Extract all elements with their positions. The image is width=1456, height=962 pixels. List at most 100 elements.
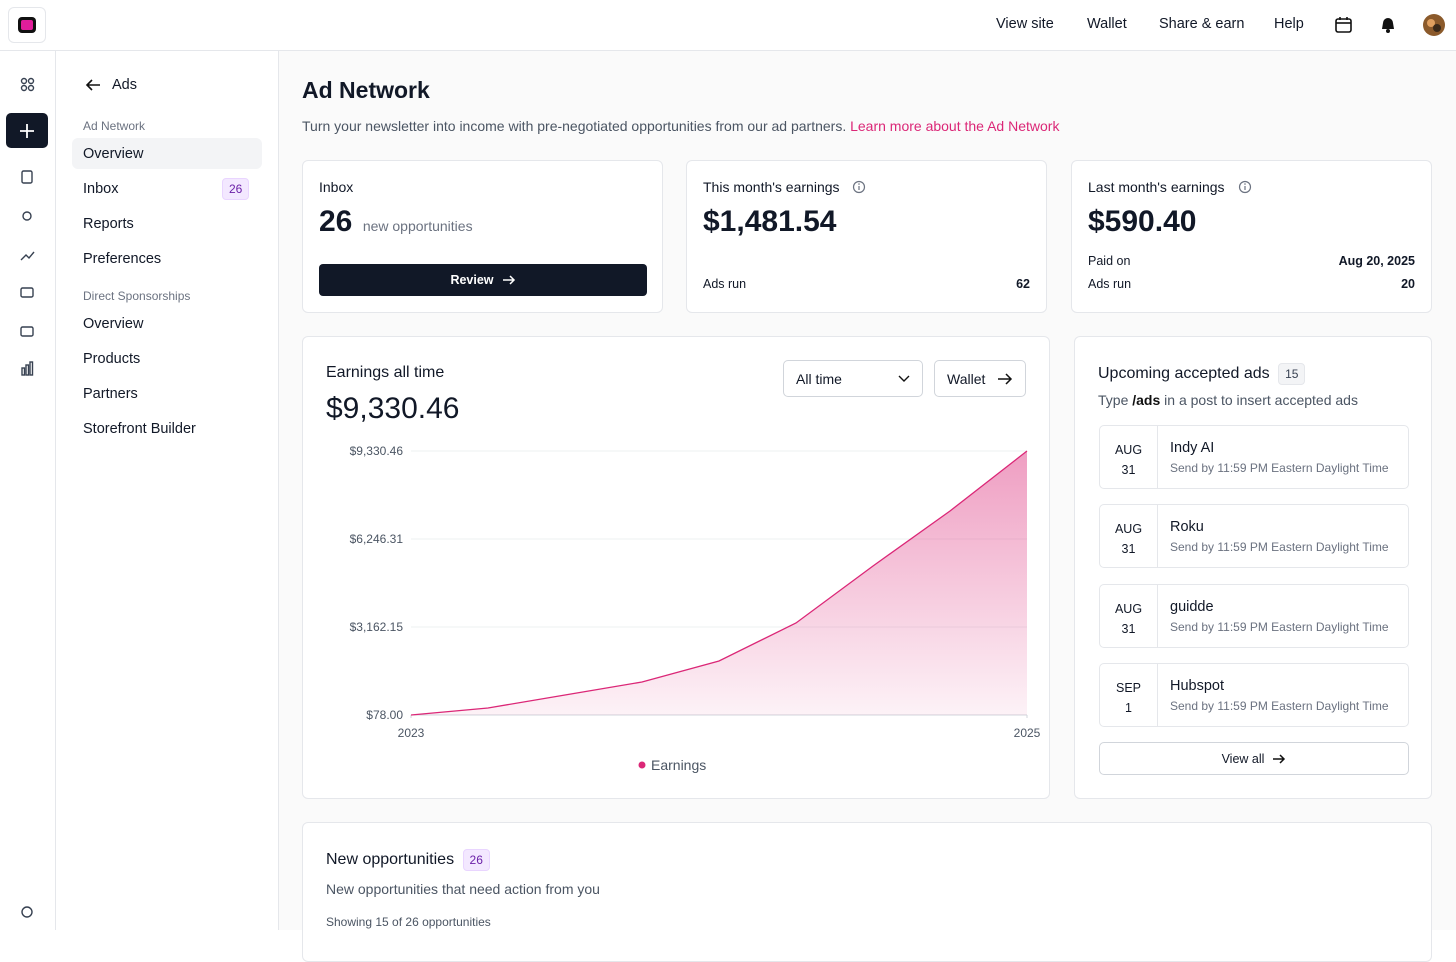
ad-day: 31 — [1121, 463, 1136, 477]
back-label[interactable]: Ads — [112, 77, 137, 93]
hint: in a post to insert accepted ads — [1164, 392, 1358, 408]
ad-day: 31 — [1121, 542, 1136, 557]
card-label: This month's earnings — [703, 179, 840, 195]
earnings-title: Earnings all time — [326, 364, 445, 381]
info-icon[interactable] — [1238, 180, 1252, 194]
upcoming-header: Upcoming accepted ads 15 — [1098, 363, 1306, 385]
ad-item[interactable]: AUG 31 Roku Send by 11:59 PM Eastern Daylig… — [1099, 504, 1409, 569]
this-month-card: This month's earnings $1,481.54 Ads run 62 — [686, 160, 1047, 313]
opportunities-description: New opportunities that need action from … — [326, 881, 600, 897]
card-label: Last month's earnings — [1088, 179, 1225, 195]
line — [410, 450, 1028, 716]
inbox-sub: new opportunities — [362, 218, 473, 234]
nav-link[interactable]: Wallet — [1087, 16, 1127, 32]
nav-item[interactable]: Products — [83, 351, 141, 367]
ad-month: AUG — [1114, 443, 1143, 457]
opportunities-card: New opportunities 26 New opportunities t… — [302, 822, 1432, 962]
upcoming-card: Upcoming accepted ads 15 Type /ads in a … — [1074, 336, 1432, 799]
row-value: 20 — [1401, 277, 1415, 291]
row-value: Aug 20, 2025 — [1338, 254, 1415, 268]
y-tick-label: $78.00 — [366, 708, 403, 722]
main: Ad Network Turn your newsletter into inc… — [279, 51, 1456, 962]
ad-date: SEP 1 — [1100, 663, 1158, 726]
nav-link[interactable]: Share & earn — [1159, 16, 1245, 32]
nav-link[interactable]: View site — [996, 16, 1054, 32]
ad-day: 31 — [1121, 621, 1136, 636]
icon-rail — [0, 51, 56, 930]
y-tick-label: $6,246.31 — [350, 532, 404, 546]
arrow — [1273, 753, 1286, 764]
opportunities-title: New opportunities — [326, 851, 455, 868]
earnings-card: Earnings all time $9,330.46 All time Wal… — [302, 336, 1050, 799]
ad-name: Indy AI — [1170, 440, 1215, 456]
row-value: 62 — [1016, 277, 1030, 291]
arrow — [502, 275, 515, 285]
hint-command: /ads — [1132, 392, 1161, 408]
avatar[interactable] — [1422, 13, 1446, 37]
card-row: Paid on Aug 20, 2025 — [1088, 254, 1415, 268]
legend-swatch — [638, 761, 646, 769]
nav-item[interactable]: Overview — [83, 146, 144, 162]
wallet-button[interactable]: Wallet — [934, 360, 1026, 397]
nav-link[interactable]: Help — [1274, 16, 1304, 32]
area — [411, 451, 1027, 715]
inbox-count: 26 — [319, 205, 353, 238]
view-all-button[interactable]: View all — [1099, 742, 1409, 775]
page-description: Turn your newsletter into income with pr… — [302, 118, 1059, 134]
ad-date: AUG 31 — [1100, 584, 1158, 647]
ad-month: SEP — [1115, 680, 1141, 695]
ad-name: Hubspot — [1170, 677, 1225, 694]
learn-link[interactable]: Learn more about the Ad Network — [850, 118, 1060, 134]
nav-item[interactable]: Reports — [83, 216, 134, 232]
calendar-icon[interactable] — [1334, 15, 1354, 35]
amount: $590.40 — [1088, 205, 1197, 238]
ad-note: Send by 11:59 PM Eastern Daylight Time — [1170, 619, 1389, 634]
nav-item[interactable]: Overview — [83, 316, 144, 332]
inbox-card: Inbox 26 new opportunities Review — [302, 160, 663, 313]
nav-item[interactable]: Storefront Builder — [83, 421, 196, 437]
card-row: Ads run 62 — [703, 277, 1030, 291]
ad-note: Send by 11:59 PM Eastern Daylight Time — [1170, 461, 1389, 475]
card-row: Ads run 20 — [1088, 277, 1415, 291]
last-month-card: Last month's earnings $590.40 Paid on Aug 2… — [1071, 160, 1432, 313]
ad-date: AUG 31 — [1100, 426, 1158, 488]
row-label: Ads run — [1088, 277, 1132, 291]
nav-item[interactable]: Inbox — [83, 181, 119, 197]
amount: $1,481.54 — [703, 205, 837, 238]
description: Turn your newsletter into income with pr… — [302, 118, 847, 134]
logo[interactable] — [8, 7, 46, 43]
x-tick-label: 2023 — [398, 726, 425, 740]
ad-note: Send by 11:59 PM Eastern Daylight Time — [1170, 540, 1389, 555]
info-icon[interactable] — [852, 180, 866, 194]
count-badge: 26 — [462, 849, 490, 871]
logo-icon — [18, 17, 36, 33]
earnings-chart: $78.00 $3,162.15 $6,246.31 $9,330.46 2023 202… — [350, 444, 1041, 773]
button-label: Wallet — [947, 370, 986, 387]
y-tick-label: $3,162.15 — [350, 620, 404, 634]
ad-note: Send by 11:59 PM Eastern Daylight Time — [1170, 698, 1389, 713]
back-arrow[interactable] — [84, 77, 102, 93]
rail-icons — [6, 77, 48, 918]
earnings-total: $9,330.46 — [326, 392, 460, 425]
page-title: Ad Network — [302, 77, 430, 103]
ad-month: AUG — [1114, 601, 1143, 616]
active-highlight — [72, 138, 262, 169]
chevron — [898, 375, 910, 382]
arrow — [998, 372, 1013, 385]
nav-item[interactable]: Partners — [83, 386, 138, 402]
legend-label: Earnings — [651, 757, 706, 773]
range-select[interactable]: All time — [783, 360, 923, 397]
ad-name: guidde — [1170, 598, 1214, 615]
ad-item[interactable]: AUG 31 Indy AI Send by 11:59 PM Eastern Day… — [1099, 425, 1409, 489]
top-bar: View site Wallet Share & earn Help — [0, 0, 1456, 51]
review-button[interactable]: Review — [319, 264, 647, 296]
ad-date: AUG 31 — [1100, 505, 1158, 568]
ad-item[interactable]: AUG 31 guidde Send by 11:59 PM Eastern Dayl… — [1099, 583, 1409, 648]
nav-item[interactable]: Preferences — [83, 251, 162, 267]
select-label: All time — [796, 370, 842, 387]
button-label: Review — [450, 273, 494, 287]
bell-icon[interactable] — [1378, 15, 1398, 35]
ad-item[interactable]: SEP 1 Hubspot Send by 11:59 PM Eastern Dayl… — [1099, 662, 1409, 727]
upcoming-hint: Type /ads in a post to insert accepted a… — [1098, 392, 1358, 408]
